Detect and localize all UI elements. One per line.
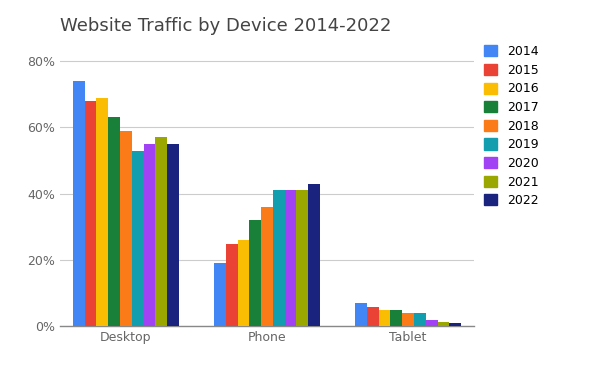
Bar xyxy=(355,303,367,326)
Bar xyxy=(85,101,97,326)
Bar xyxy=(214,263,226,326)
Bar xyxy=(367,306,379,326)
Bar xyxy=(250,220,261,326)
Bar xyxy=(284,190,296,326)
Bar xyxy=(296,190,308,326)
Bar xyxy=(308,184,320,326)
Bar xyxy=(414,313,426,326)
Legend: 2014, 2015, 2016, 2017, 2018, 2019, 2020, 2021, 2022: 2014, 2015, 2016, 2017, 2018, 2019, 2020… xyxy=(484,45,539,207)
Bar xyxy=(167,144,179,326)
Bar xyxy=(273,190,284,326)
Bar xyxy=(238,240,250,326)
Bar xyxy=(143,144,155,326)
Bar xyxy=(449,323,461,326)
Bar xyxy=(426,320,437,326)
Bar xyxy=(108,118,120,326)
Bar xyxy=(132,151,143,326)
Bar xyxy=(120,131,132,326)
Bar xyxy=(226,243,238,326)
Bar xyxy=(402,313,414,326)
Bar xyxy=(97,98,108,326)
Bar xyxy=(379,310,391,326)
Bar xyxy=(437,322,449,326)
Text: Website Traffic by Device 2014-2022: Website Traffic by Device 2014-2022 xyxy=(60,17,391,35)
Bar xyxy=(73,81,85,326)
Bar xyxy=(391,310,402,326)
Bar xyxy=(155,137,167,326)
Bar xyxy=(261,207,273,326)
